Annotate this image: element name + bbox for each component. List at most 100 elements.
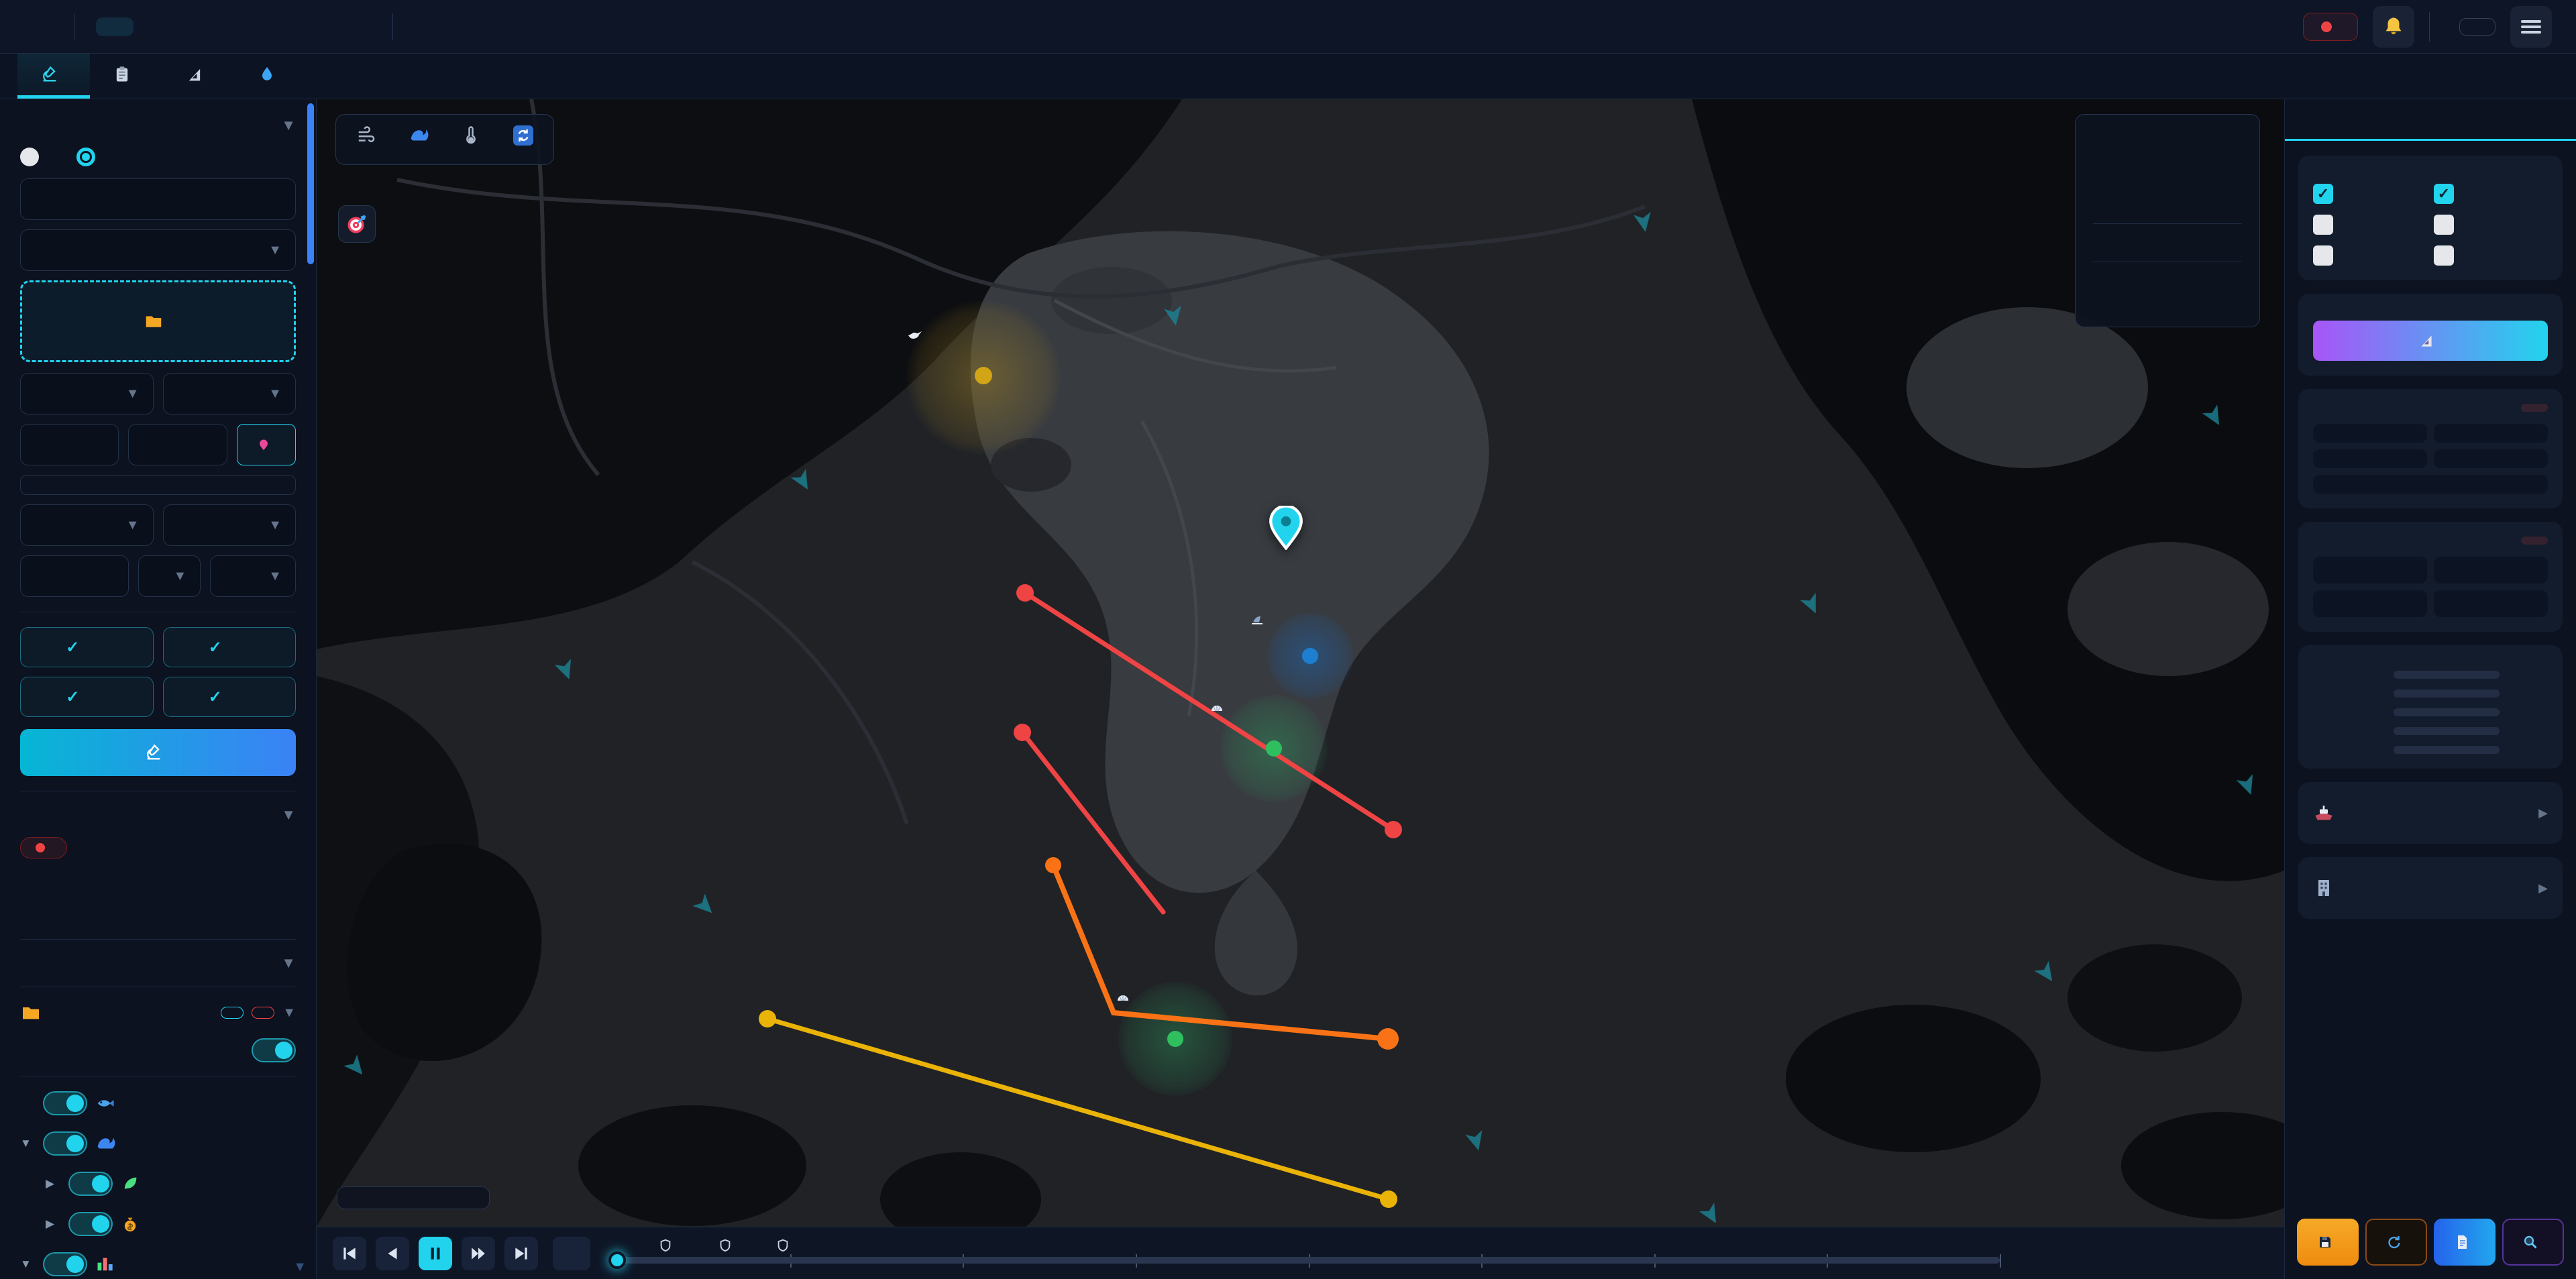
tab-diffusion-model-theory[interactable] xyxy=(162,54,235,99)
longitude-input[interactable] xyxy=(128,424,227,465)
step-back-button[interactable] xyxy=(376,1236,409,1270)
fence-deploy-marker-icon[interactable] xyxy=(775,1237,790,1254)
checkbox-current-vector[interactable]: ✓ xyxy=(2313,184,2427,204)
set-square-icon xyxy=(185,65,204,84)
duration-select[interactable]: ▼ xyxy=(210,555,296,597)
poi-dot-wetland[interactable] xyxy=(975,367,992,384)
expected-time-select[interactable]: ▼ xyxy=(162,373,296,414)
caret-right-icon: ▶ xyxy=(2538,805,2548,820)
model-toggle-ensemble[interactable]: ✓ xyxy=(162,677,296,717)
incident-name-input[interactable] xyxy=(20,178,296,220)
checkbox-sensitive-resources[interactable] xyxy=(2434,215,2548,235)
nav-item-reports[interactable] xyxy=(221,17,258,36)
poi-label-abalone-farm[interactable] xyxy=(1209,703,1232,719)
caret-down-icon[interactable]: ▼ xyxy=(20,1137,32,1150)
vessel-spec-card[interactable]: ▶ xyxy=(2298,782,2563,844)
poi-dot-abalone-farm[interactable] xyxy=(1266,740,1282,757)
spill-mode-select[interactable]: ▼ xyxy=(20,504,154,546)
unit-select[interactable]: ▼ xyxy=(138,555,201,597)
map-canvas[interactable] xyxy=(317,99,2284,1227)
layer-toggle[interactable] xyxy=(68,1172,113,1196)
poi-label-wetland[interactable] xyxy=(907,327,930,343)
legend-dot xyxy=(2093,170,2109,186)
sensitive-section-header[interactable]: ▼ xyxy=(281,954,296,971)
bar-chart-icon xyxy=(95,1255,114,1274)
timeline-slider[interactable] xyxy=(608,1227,2001,1279)
chevron-down-icon[interactable]: ▼ xyxy=(282,1005,296,1020)
nav-item-spill-prediction[interactable] xyxy=(96,17,133,36)
oil-type-select[interactable]: ▼ xyxy=(162,504,296,546)
run-prediction-button[interactable] xyxy=(20,729,296,776)
fence-deploy-marker-icon[interactable] xyxy=(718,1237,733,1254)
incident-location-pin[interactable] xyxy=(1269,506,1303,550)
incident-section-header[interactable]: ▼ xyxy=(281,806,296,823)
left-sidebar: ▼ ▼ ▼ ▼ xyxy=(0,99,317,1279)
poi-dot-beach[interactable] xyxy=(1302,648,1318,664)
nav-item-integrated-search[interactable] xyxy=(402,17,440,36)
poi-dot-laver-farm[interactable] xyxy=(1167,1031,1183,1047)
layers-all-off-button[interactable] xyxy=(252,1007,275,1019)
layer-toggle[interactable] xyxy=(43,1091,87,1115)
model-toggle-kosps[interactable]: ✓ xyxy=(20,627,154,667)
predict-section-header[interactable]: ▼ xyxy=(281,117,296,133)
spill-company-select[interactable]: ▼ xyxy=(20,373,154,414)
radio-image-upload[interactable] xyxy=(76,148,103,166)
menu-button[interactable] xyxy=(2510,5,2552,48)
nav-item-board[interactable] xyxy=(304,17,341,36)
legend-line xyxy=(2093,273,2113,278)
legend-poseidon xyxy=(2093,170,2242,186)
nav-item-weather[interactable] xyxy=(345,17,383,36)
bell-icon xyxy=(2382,15,2405,38)
tab-spill-analysis[interactable] xyxy=(17,54,90,99)
radio-direct-input[interactable] xyxy=(20,148,47,166)
nav-item-hns[interactable] xyxy=(138,17,175,36)
backtrack-button[interactable] xyxy=(2502,1219,2564,1266)
layers-all-on-button[interactable] xyxy=(221,1007,244,1019)
skip-start-button[interactable] xyxy=(333,1236,366,1270)
checkbox-shore-attach[interactable] xyxy=(2313,215,2427,235)
pick-on-map-button[interactable] xyxy=(236,424,296,465)
pause-button[interactable] xyxy=(419,1236,452,1270)
recenter-incident-button[interactable] xyxy=(338,205,376,243)
timeline-playhead[interactable] xyxy=(608,1251,626,1269)
recalculate-button[interactable] xyxy=(2365,1219,2427,1266)
image-upload-dropzone[interactable] xyxy=(20,280,296,362)
sidebar-scrollbar[interactable] xyxy=(307,103,314,264)
save-button[interactable] xyxy=(2297,1219,2359,1266)
layer-toggle[interactable] xyxy=(43,1252,87,1276)
model-toggle-opendrift[interactable]: ✓ xyxy=(20,677,154,717)
latitude-input[interactable] xyxy=(20,424,119,465)
tab-analysis-list[interactable] xyxy=(90,54,162,99)
checkbox-wind-vector[interactable]: ✓ xyxy=(2434,184,2548,204)
tab-oilfence-algorithm-theory[interactable] xyxy=(235,54,307,99)
fast-forward-button[interactable] xyxy=(462,1236,495,1270)
stat-polluted-area xyxy=(2313,475,2548,494)
caret-down-icon[interactable]: ▼ xyxy=(20,1258,32,1270)
incident-status-badge xyxy=(20,837,67,858)
model-toggle-poseidon[interactable]: ✓ xyxy=(162,627,296,667)
checkbox-datetime[interactable] xyxy=(2434,245,2548,266)
nav-item-aerial[interactable] xyxy=(262,17,300,36)
report-button[interactable] xyxy=(2434,1219,2496,1266)
fence-deploy-marker-icon[interactable] xyxy=(658,1237,673,1254)
checkbox-time-display[interactable] xyxy=(2313,245,2427,266)
layer-toggle[interactable] xyxy=(43,1131,87,1156)
polygon-analysis-button[interactable] xyxy=(2313,321,2548,361)
caret-right-icon[interactable]: ▶ xyxy=(46,1217,55,1230)
timeline-track[interactable] xyxy=(617,1256,2000,1264)
amount-input[interactable] xyxy=(20,555,129,597)
caret-right-icon[interactable]: ▶ xyxy=(46,1177,55,1190)
nav-item-rescue[interactable] xyxy=(179,17,217,36)
layer-master-toggle[interactable] xyxy=(252,1038,296,1062)
layer-toggle[interactable] xyxy=(68,1212,113,1236)
skip-end-button[interactable] xyxy=(504,1236,538,1270)
poi-label-laver-farm[interactable] xyxy=(1115,993,1138,1009)
playback-speed-button[interactable] xyxy=(553,1236,590,1270)
stat-at-sea xyxy=(2313,449,2427,468)
dms-coordinates xyxy=(20,475,296,495)
notifications-button[interactable] xyxy=(2373,5,2414,48)
owner-insurance-card[interactable]: ▶ xyxy=(2298,857,2563,919)
logout-button[interactable] xyxy=(2459,17,2496,36)
poi-label-beach[interactable] xyxy=(1249,610,1272,626)
incident-select[interactable]: ▼ xyxy=(20,229,296,271)
